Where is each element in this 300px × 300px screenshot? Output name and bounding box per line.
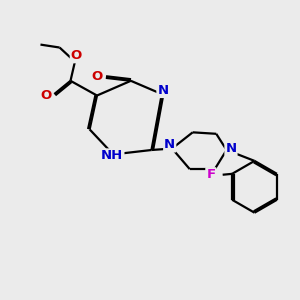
Text: F: F xyxy=(206,168,215,181)
Text: O: O xyxy=(92,70,103,83)
Text: N: N xyxy=(158,84,169,97)
Text: O: O xyxy=(40,89,52,102)
Text: N: N xyxy=(164,139,175,152)
Text: O: O xyxy=(71,49,82,62)
Text: N: N xyxy=(225,142,236,155)
Text: NH: NH xyxy=(101,149,123,162)
